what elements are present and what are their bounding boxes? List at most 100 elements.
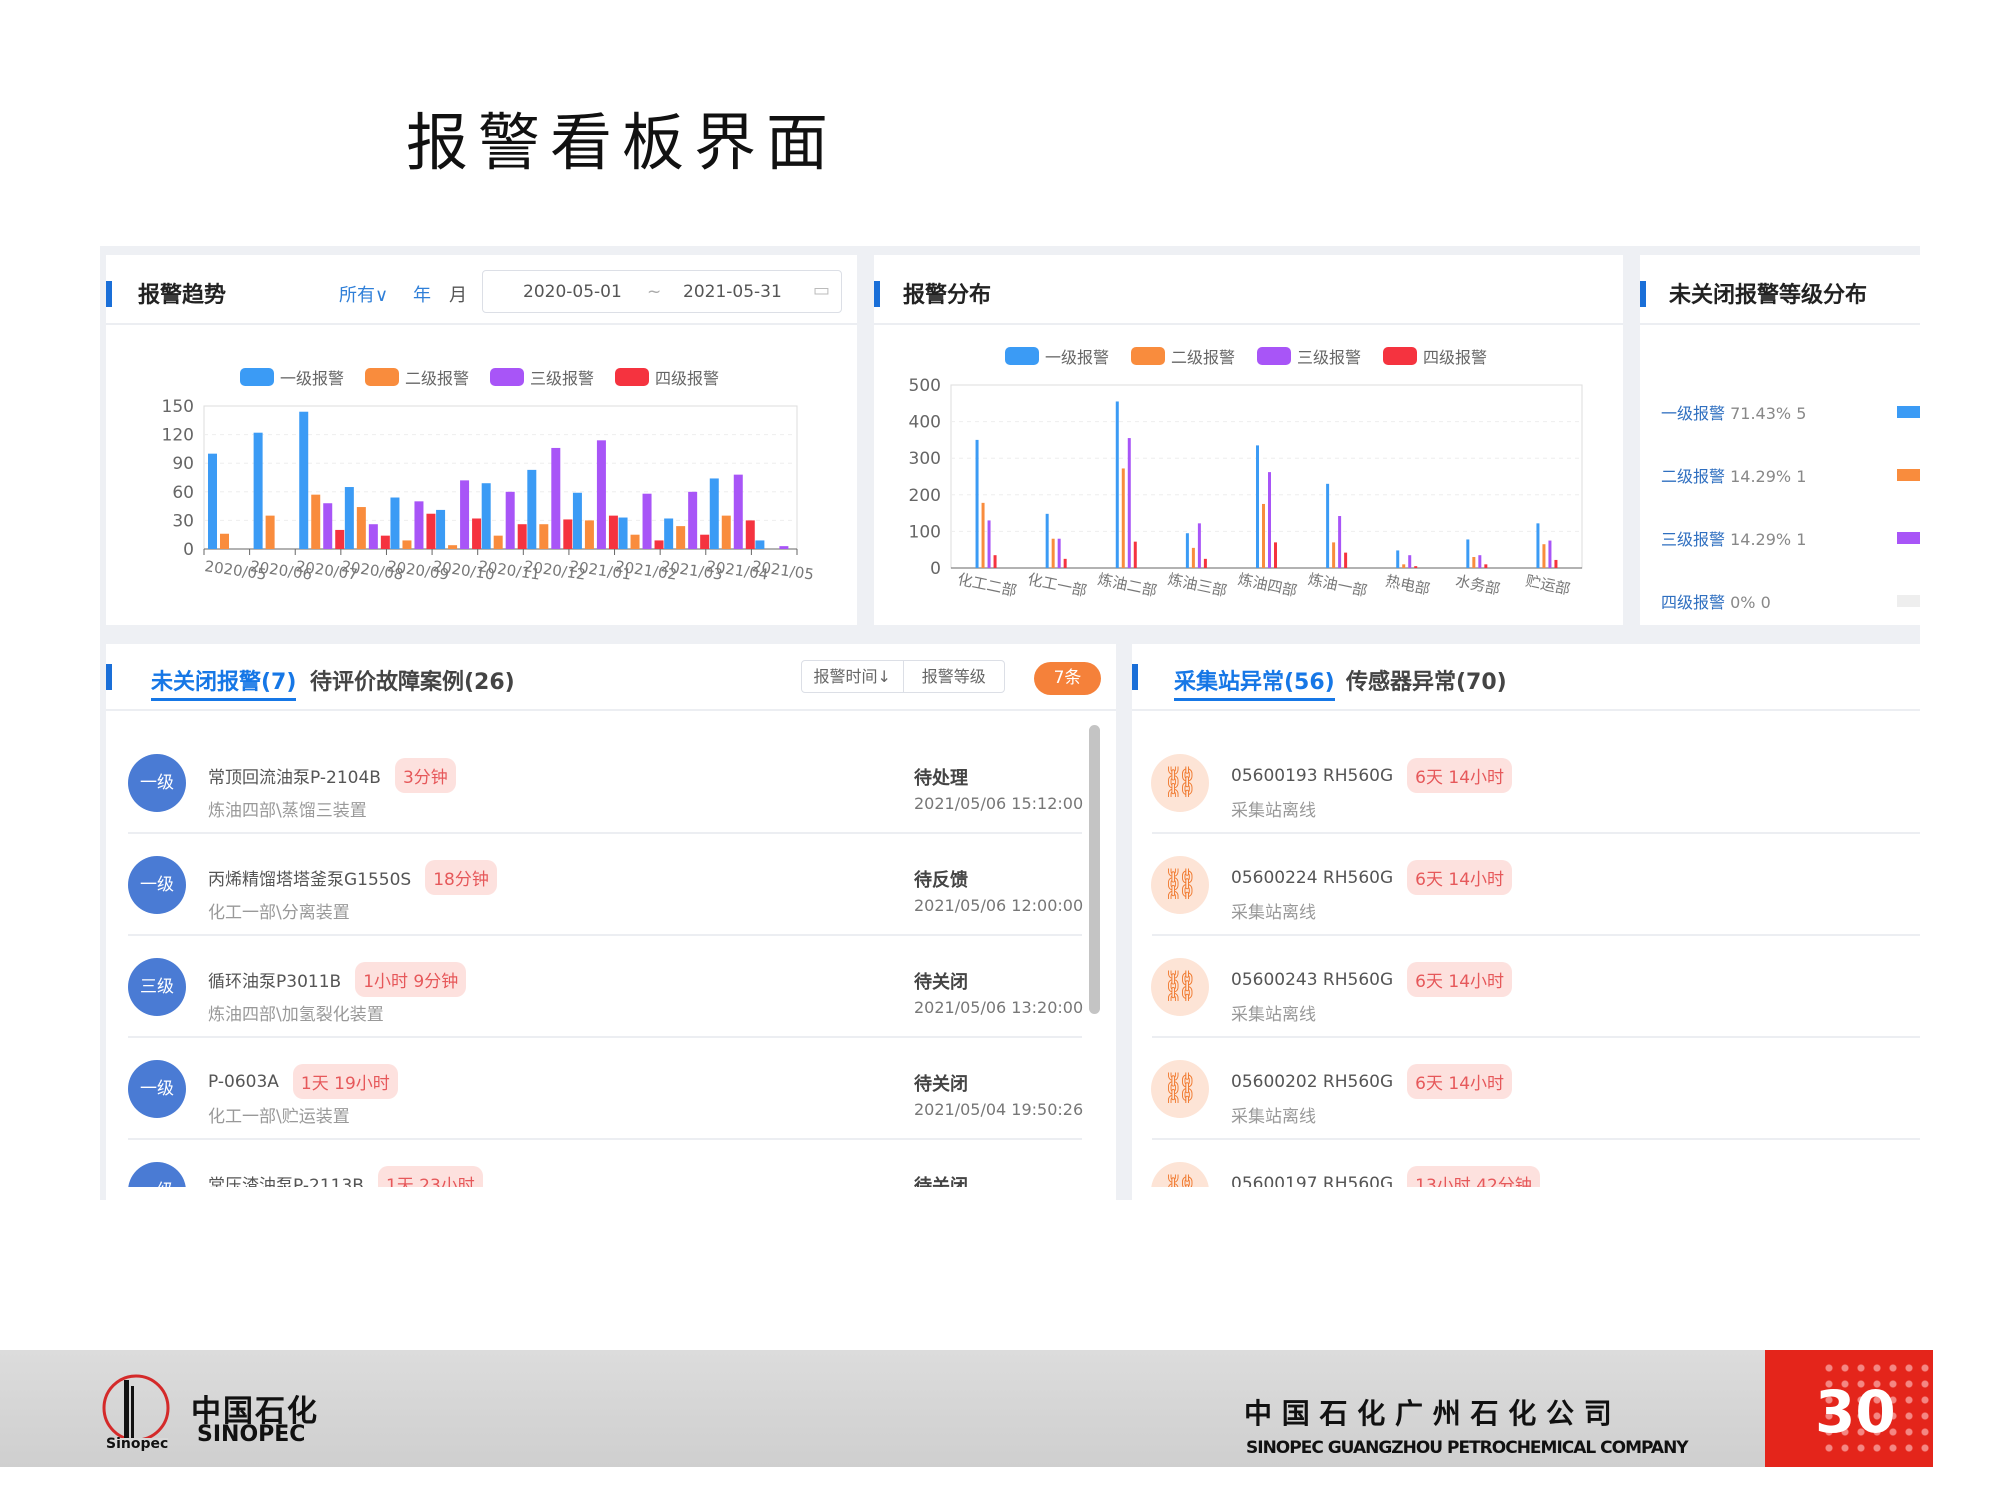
bar-2-2020/11[interactable] (493, 535, 503, 549)
bar-2-2021/01[interactable] (584, 520, 594, 549)
bar-2-炼油四部[interactable] (1262, 503, 1265, 568)
bar-1-水务部[interactable] (1466, 539, 1470, 568)
bar-4-炼油四部[interactable] (1274, 542, 1277, 568)
bar-3-2021/04[interactable] (733, 474, 743, 549)
legend-item[interactable]: 一级报警 (1005, 344, 1109, 368)
bar-2-2020/08[interactable] (356, 507, 366, 549)
bar-1-炼油三部[interactable] (1185, 533, 1189, 568)
bar-4-化工二部[interactable] (993, 555, 997, 568)
bar-2-2020/06[interactable] (265, 515, 275, 549)
calendar-icon[interactable]: ▭ (813, 280, 831, 301)
bar-3-炼油三部[interactable] (1197, 523, 1201, 568)
bar-4-水务部[interactable] (1484, 564, 1488, 568)
tab-open-alarms[interactable]: 未关闭报警(7) (151, 664, 297, 701)
tab-pending-fault-cases[interactable]: 待评价故障案例(26) (310, 670, 515, 695)
level-item[interactable]: 二级报警 14.29% 1 (1661, 463, 1806, 487)
bar-4-2021/02[interactable] (654, 540, 664, 549)
bar-3-贮运部[interactable] (1548, 540, 1552, 568)
bar-2-2020/12[interactable] (539, 524, 549, 549)
bar-2-炼油三部[interactable] (1191, 547, 1195, 568)
bar-3-炼油四部[interactable] (1268, 472, 1271, 568)
date-range-picker[interactable]: 2020-05-01 ~ 2021-05-31 ▭ (482, 270, 842, 313)
filter-month-tab[interactable]: 月 (449, 285, 467, 306)
anomaly-row[interactable]: ⛓ 05600224 RH560G 6天 14小时 采集站离线 (1132, 834, 1920, 936)
bar-1-2020/12[interactable] (527, 469, 537, 549)
bar-2-炼油一部[interactable] (1332, 542, 1336, 568)
legend-item[interactable]: 三级报警 (1257, 344, 1361, 368)
bar-1-2021/05[interactable] (755, 540, 765, 549)
alarm-row[interactable]: 一级 常压渣油泵P-2113B 1天 23小时 待关闭 (106, 1140, 1116, 1187)
bar-3-2020/10[interactable] (460, 480, 470, 549)
bar-4-2020/09[interactable] (426, 513, 436, 549)
bar-1-2021/04[interactable] (709, 478, 719, 549)
alarm-row[interactable]: 一级 P-0603A 1天 19小时 化工一部\贮运装置 待关闭 2021/05/… (106, 1038, 1116, 1140)
anomaly-row[interactable]: ⛓ 05600193 RH560G 6天 14小时 采集站离线 (1132, 732, 1920, 834)
legend-item[interactable]: 一级报警 (240, 365, 344, 389)
bar-4-2020/08[interactable] (380, 535, 390, 549)
level-item[interactable]: 一级报警 71.43% 5 (1661, 400, 1806, 424)
legend-item[interactable]: 二级报警 (365, 365, 469, 389)
bar-4-2020/07[interactable] (335, 529, 345, 549)
bar-1-贮运部[interactable] (1536, 523, 1540, 568)
anomaly-row[interactable]: ⛓ 05600197 RH560G 13小时 42分钟 (1132, 1140, 1920, 1187)
bar-1-2020/06[interactable] (253, 432, 263, 549)
scrollbar[interactable] (1089, 725, 1100, 1014)
bar-4-2021/01[interactable] (608, 515, 618, 549)
alarm-row[interactable]: 一级 常顶回流油泵P-2104B 3分钟 炼油四部\蒸馏三装置 待处理 2021/… (106, 732, 1116, 834)
anomaly-row[interactable]: ⛓ 05600243 RH560G 6天 14小时 采集站离线 (1132, 936, 1920, 1038)
bar-2-化工一部[interactable] (1051, 538, 1055, 568)
bar-1-化工二部[interactable] (975, 439, 979, 568)
tab-sensor-anomaly[interactable]: 传感器异常(70) (1346, 670, 1507, 695)
sort-by-level-button[interactable]: 报警等级 (902, 661, 1005, 692)
bar-2-水务部[interactable] (1472, 557, 1476, 568)
level-item[interactable]: 三级报警 14.29% 1 (1661, 526, 1806, 550)
bar-3-2020/09[interactable] (414, 501, 424, 549)
bar-1-2020/07[interactable] (299, 411, 309, 549)
bar-1-2021/02[interactable] (618, 517, 628, 549)
legend-item[interactable]: 四级报警 (615, 365, 719, 389)
bar-2-2020/10[interactable] (448, 545, 458, 549)
bar-3-炼油一部[interactable] (1338, 516, 1342, 568)
bar-4-2020/10[interactable] (472, 518, 482, 549)
bar-2-热电部[interactable] (1402, 564, 1406, 568)
bar-3-化工二部[interactable] (987, 520, 991, 568)
tab-station-anomaly[interactable]: 采集站异常(56) (1174, 664, 1335, 701)
bar-4-炼油三部[interactable] (1203, 558, 1207, 568)
date-start[interactable]: 2020-05-01 (523, 282, 622, 302)
bar-3-2021/01[interactable] (596, 440, 606, 549)
alarm-row[interactable]: 一级 丙烯精馏塔塔釜泵G1550S 18分钟 化工一部\分离装置 待反馈 2021… (106, 834, 1116, 936)
bar-3-2020/08[interactable] (368, 524, 378, 549)
bar-3-水务部[interactable] (1478, 555, 1482, 568)
bar-2-2021/04[interactable] (721, 515, 731, 549)
bar-3-2021/02[interactable] (642, 493, 652, 549)
bar-1-热电部[interactable] (1396, 550, 1400, 568)
filter-year-tab[interactable]: 年 (413, 285, 431, 306)
bar-1-2021/01[interactable] (572, 492, 582, 549)
legend-item[interactable]: 四级报警 (1383, 344, 1487, 368)
bar-4-炼油一部[interactable] (1344, 552, 1348, 568)
bar-2-化工二部[interactable] (981, 502, 985, 568)
bar-2-炼油二部[interactable] (1121, 468, 1125, 568)
bar-2-2020/05[interactable] (220, 533, 229, 549)
bar-1-2020/10[interactable] (436, 509, 446, 549)
bar-3-化工一部[interactable] (1057, 538, 1061, 568)
bar-4-2020/11[interactable] (517, 524, 527, 549)
bar-1-2020/09[interactable] (390, 497, 400, 549)
bar-1-2021/03[interactable] (664, 518, 674, 549)
bar-3-2020/07[interactable] (323, 503, 333, 549)
bar-4-贮运部[interactable] (1554, 559, 1558, 568)
legend-item[interactable]: 三级报警 (490, 365, 594, 389)
bar-3-2021/05[interactable] (779, 546, 789, 549)
bar-2-2021/02[interactable] (630, 534, 640, 549)
bar-1-2020/11[interactable] (481, 483, 491, 549)
anomaly-row[interactable]: ⛓ 05600202 RH560G 6天 14小时 采集站离线 (1132, 1038, 1920, 1140)
bar-1-2020/05[interactable] (208, 453, 217, 549)
bar-1-炼油四部[interactable] (1256, 445, 1259, 568)
bar-1-2020/08[interactable] (344, 487, 354, 549)
sort-by-time-button[interactable]: 报警时间↓ (813, 667, 891, 686)
bar-3-2021/03[interactable] (688, 491, 698, 549)
level-item[interactable]: 四级报警 0% 0 (1661, 589, 1771, 613)
bar-4-2020/12[interactable] (563, 519, 573, 549)
bar-3-2020/11[interactable] (505, 491, 515, 549)
bar-4-热电部[interactable] (1414, 566, 1418, 568)
